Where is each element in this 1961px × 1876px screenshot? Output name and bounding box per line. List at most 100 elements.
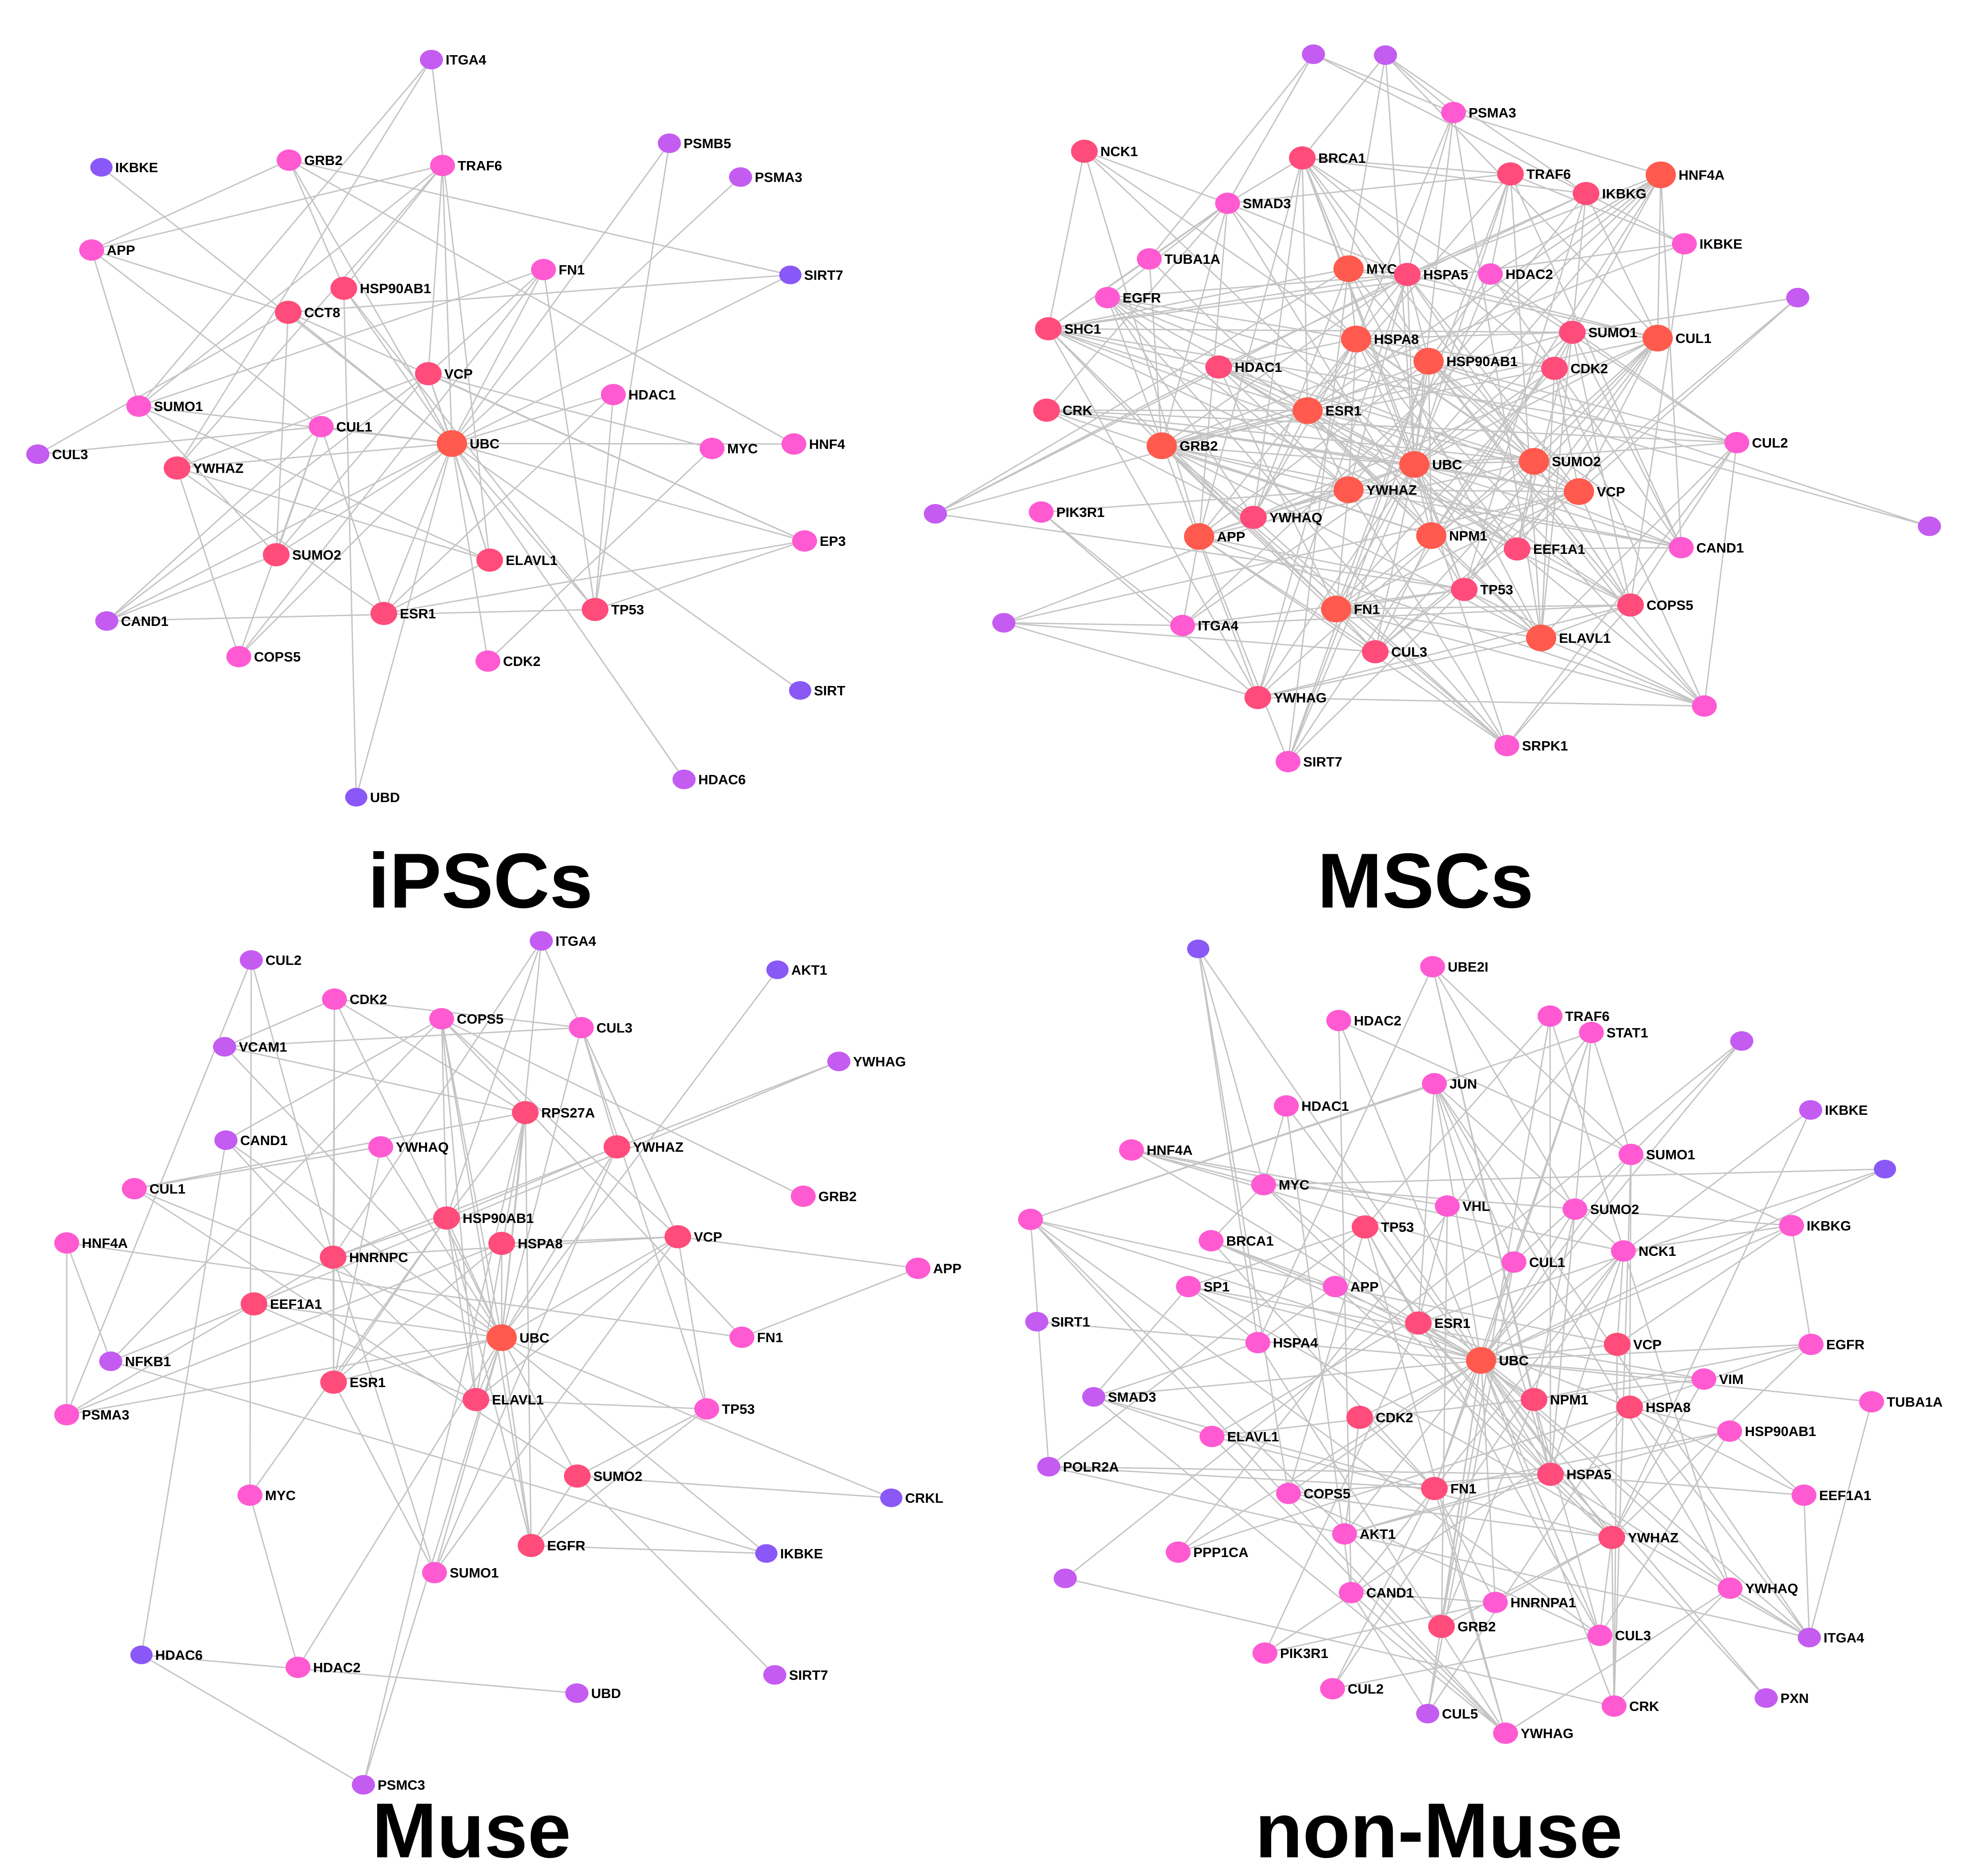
network-edge xyxy=(1506,442,1738,746)
network-edge xyxy=(249,960,252,1496)
node-circle xyxy=(582,598,608,621)
network-edge xyxy=(1307,360,1429,412)
node-label: TUBA1A xyxy=(1164,251,1220,267)
network-edge xyxy=(1227,54,1314,204)
node-label: UBE2I xyxy=(1448,959,1488,975)
network-edge xyxy=(446,1218,503,1338)
panel-muse-network: ITGA4 CUL2 AKT1 CDK2 COPS5 CUL3 VCAM1 YWHAG RPS2… xyxy=(54,931,962,1874)
network-edge xyxy=(1453,112,1661,176)
panel-title-muse: Muse xyxy=(372,1787,571,1874)
node-label: TP53 xyxy=(1480,582,1513,597)
network-node: HSPA5 xyxy=(1394,263,1468,286)
network-edge xyxy=(1505,1587,1731,1734)
node-label: HDAC2 xyxy=(1506,266,1553,282)
network-edge xyxy=(383,443,453,614)
network-edge xyxy=(225,1139,334,1258)
network-edge xyxy=(501,1337,892,1499)
node-label: ELAVL1 xyxy=(492,1392,544,1408)
node-circle xyxy=(1054,1569,1077,1588)
network-edge xyxy=(1177,1032,1592,1553)
network-edge xyxy=(1630,442,1738,605)
network-edge xyxy=(1599,1431,1731,1636)
network-node: HDAC1 xyxy=(1205,355,1282,379)
node-label: SUMO2 xyxy=(593,1469,642,1484)
network-edge xyxy=(238,269,544,657)
network-node: HNF4A xyxy=(1646,161,1724,188)
node-label: ESR1 xyxy=(400,606,436,621)
node-label: PSMB5 xyxy=(684,136,731,151)
network-edge xyxy=(434,1236,679,1573)
node-circle xyxy=(1082,1387,1105,1407)
network-edge xyxy=(1288,1493,1612,1538)
node-label: HSP90AB1 xyxy=(360,281,431,296)
node-circle xyxy=(1669,537,1694,558)
network-node: SIRT xyxy=(789,681,846,700)
network-edge xyxy=(66,1243,502,1416)
network-node: RPS27A xyxy=(512,1101,595,1124)
node-label: APP xyxy=(1350,1279,1379,1295)
network-edge xyxy=(1227,157,1303,204)
network-edge xyxy=(1148,54,1314,259)
node-label: YWHAZ xyxy=(193,460,244,476)
network-edge xyxy=(1413,361,1429,465)
node-circle xyxy=(330,277,357,300)
network-edge xyxy=(1359,1360,1482,1418)
network-edge xyxy=(1344,1360,1482,1534)
network-edge xyxy=(1335,464,1415,609)
network-edge xyxy=(1161,445,1415,465)
node-label: TRAF6 xyxy=(1565,1009,1610,1024)
network-edge xyxy=(1540,368,1555,638)
network-node: HNF4 xyxy=(781,433,846,455)
node-circle xyxy=(1559,321,1586,344)
node-circle xyxy=(415,362,442,385)
network-edge xyxy=(1107,297,1254,518)
node-circle xyxy=(1599,1526,1625,1549)
network-edge xyxy=(1047,328,1259,698)
node-label: SMAD3 xyxy=(1108,1389,1156,1405)
network-edge xyxy=(66,1256,334,1416)
network-node: SHC1 xyxy=(1035,317,1101,340)
network-node: ESR1 xyxy=(1405,1311,1470,1335)
network-edge xyxy=(501,1236,678,1339)
network-node: APP xyxy=(906,1258,962,1279)
node-label: HDAC1 xyxy=(628,387,676,403)
network-edge xyxy=(1198,536,1289,762)
network-edge xyxy=(427,269,544,375)
network-edge xyxy=(1506,605,1631,746)
node-circle xyxy=(345,788,367,807)
network-node: EGFR xyxy=(1095,287,1161,308)
node-circle xyxy=(126,395,151,417)
network-node: ELAVL1 xyxy=(1526,625,1611,651)
node-label: UBD xyxy=(370,790,400,805)
network-edge xyxy=(1041,489,1349,513)
network-edge xyxy=(1048,328,1631,606)
node-label: EEF1A1 xyxy=(1819,1488,1871,1503)
network-edge xyxy=(1480,1360,1496,1603)
network-edge xyxy=(1549,1016,1731,1589)
network-edge xyxy=(446,1112,526,1218)
network-edge xyxy=(1048,1466,1345,1535)
network-edge xyxy=(1083,150,1415,465)
node-label: CUL1 xyxy=(149,1181,185,1197)
network-edge xyxy=(1107,297,1415,465)
network-node: SRPK1 xyxy=(1494,735,1568,756)
network-edge xyxy=(1541,637,1705,707)
node-label: HNRNPA1 xyxy=(1510,1595,1576,1610)
network-edge xyxy=(1307,410,1349,490)
network-edge xyxy=(1385,54,1587,194)
node-circle xyxy=(1244,686,1271,709)
network-edge xyxy=(1332,1634,1600,1690)
node-circle xyxy=(1374,45,1397,65)
node-label: ELAVL1 xyxy=(1559,630,1611,646)
node-label: CDK2 xyxy=(503,654,540,669)
node-label: TUBA1A xyxy=(1887,1394,1943,1410)
node-label: CUL2 xyxy=(1348,1681,1384,1697)
node-circle xyxy=(1441,102,1466,123)
node-circle xyxy=(569,1017,594,1038)
network-edge xyxy=(1307,174,1661,412)
network-edge xyxy=(141,1140,227,1655)
node-label: CDK2 xyxy=(1570,361,1608,376)
node-label: CUL1 xyxy=(1675,331,1711,346)
network-edge xyxy=(1428,360,1579,492)
